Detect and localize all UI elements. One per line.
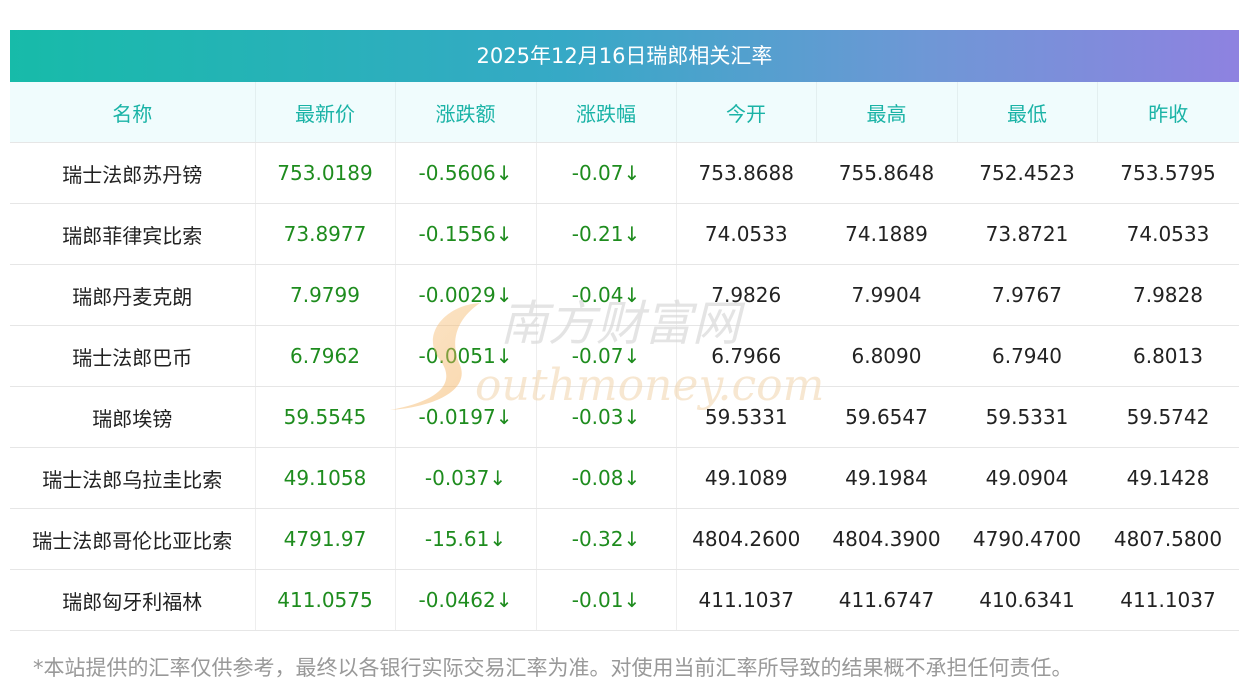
low-price-cell: 6.7940 [957, 325, 1097, 387]
column-header-low: 最低 [957, 82, 1098, 143]
high-price-cell: 7.9904 [816, 264, 957, 326]
high-price-cell: 4804.3900 [816, 508, 957, 570]
change-percent-cell: -0.07↓ [536, 325, 677, 387]
table-row: 瑞郎菲律宾比索 73.8977 -0.1556↓ -0.21↓ 74.0533 74.18… [10, 203, 1239, 265]
prev-close-cell: 411.1037 [1097, 569, 1239, 631]
open-price-cell: 4804.2600 [676, 508, 816, 570]
change-percent-cell: -0.07↓ [536, 142, 677, 204]
low-price-cell: 59.5331 [957, 386, 1097, 448]
prev-close-cell: 74.0533 [1097, 203, 1239, 265]
currency-name-cell: 瑞士法郎哥伦比亚比索 [10, 508, 256, 570]
currency-name-cell: 瑞士法郎巴币 [10, 325, 256, 387]
open-price-cell: 6.7966 [676, 325, 816, 387]
currency-name-cell: 瑞士法郎乌拉圭比索 [10, 447, 256, 509]
change-percent-cell: -0.08↓ [536, 447, 677, 509]
table-row: 瑞郎埃镑 59.5545 -0.0197↓ -0.03↓ 59.5331 59.6547 5… [10, 386, 1239, 448]
change-amount-cell: -0.5606↓ [395, 142, 537, 204]
high-price-cell: 59.6547 [816, 386, 957, 448]
open-price-cell: 74.0533 [676, 203, 816, 265]
high-price-cell: 74.1889 [816, 203, 957, 265]
change-percent-cell: -0.21↓ [536, 203, 677, 265]
open-price-cell: 7.9826 [676, 264, 816, 326]
column-header-name: 名称 [10, 82, 256, 143]
prev-close-cell: 753.5795 [1097, 142, 1239, 204]
column-header-prev-close: 昨收 [1097, 82, 1239, 143]
table-row: 瑞士法郎乌拉圭比索 49.1058 -0.037↓ -0.08↓ 49.1089 49.1… [10, 447, 1239, 509]
latest-price-cell: 49.1058 [255, 447, 396, 509]
table-header-row: 名称 最新价 涨跌额 涨跌幅 今开 最高 最低 昨收 [10, 82, 1239, 143]
disclaimer-note: *本站提供的汇率仅供参考，最终以各银行实际交易汇率为准。对使用当前汇率所导致的结… [33, 656, 1073, 680]
column-header-latest: 最新价 [255, 82, 396, 143]
prev-close-cell: 4807.5800 [1097, 508, 1239, 570]
prev-close-cell: 6.8013 [1097, 325, 1239, 387]
column-header-open: 今开 [676, 82, 817, 143]
column-header-high: 最高 [816, 82, 958, 143]
latest-price-cell: 59.5545 [255, 386, 396, 448]
change-amount-cell: -0.0051↓ [395, 325, 537, 387]
table-title: 2025年12月16日瑞郎相关汇率 [10, 30, 1239, 82]
high-price-cell: 49.1984 [816, 447, 957, 509]
low-price-cell: 7.9767 [957, 264, 1097, 326]
latest-price-cell: 4791.97 [255, 508, 396, 570]
prev-close-cell: 59.5742 [1097, 386, 1239, 448]
high-price-cell: 411.6747 [816, 569, 957, 631]
change-amount-cell: -0.0029↓ [395, 264, 537, 326]
high-price-cell: 755.8648 [816, 142, 957, 204]
currency-name-cell: 瑞郎匈牙利福林 [10, 569, 256, 631]
low-price-cell: 410.6341 [957, 569, 1097, 631]
change-amount-cell: -0.0197↓ [395, 386, 537, 448]
rates-panel: 2025年12月16日瑞郎相关汇率 名称 最新价 涨跌额 涨跌幅 今开 最高 最… [10, 30, 1239, 631]
table-row: 瑞郎匈牙利福林 411.0575 -0.0462↓ -0.01↓ 411.1037 411… [10, 569, 1239, 631]
prev-close-cell: 49.1428 [1097, 447, 1239, 509]
column-header-change-pct: 涨跌幅 [536, 82, 677, 143]
latest-price-cell: 7.9799 [255, 264, 396, 326]
table-row: 瑞士法郎哥伦比亚比索 4791.97 -15.61↓ -0.32↓ 4804.2600 4… [10, 508, 1239, 570]
change-percent-cell: -0.32↓ [536, 508, 677, 570]
low-price-cell: 73.8721 [957, 203, 1097, 265]
open-price-cell: 753.8688 [676, 142, 816, 204]
low-price-cell: 752.4523 [957, 142, 1097, 204]
change-amount-cell: -0.1556↓ [395, 203, 537, 265]
open-price-cell: 49.1089 [676, 447, 816, 509]
change-amount-cell: -0.037↓ [395, 447, 537, 509]
currency-name-cell: 瑞郎埃镑 [10, 386, 256, 448]
currency-name-cell: 瑞郎菲律宾比索 [10, 203, 256, 265]
change-percent-cell: -0.04↓ [536, 264, 677, 326]
table-row: 瑞士法郎苏丹镑 753.0189 -0.5606↓ -0.07↓ 753.8688 755… [10, 142, 1239, 204]
currency-name-cell: 瑞郎丹麦克朗 [10, 264, 256, 326]
table-row: 瑞郎丹麦克朗 7.9799 -0.0029↓ -0.04↓ 7.9826 7.9904 7.… [10, 264, 1239, 326]
low-price-cell: 49.0904 [957, 447, 1097, 509]
high-price-cell: 6.8090 [816, 325, 957, 387]
latest-price-cell: 73.8977 [255, 203, 396, 265]
open-price-cell: 59.5331 [676, 386, 816, 448]
change-percent-cell: -0.01↓ [536, 569, 677, 631]
currency-name-cell: 瑞士法郎苏丹镑 [10, 142, 256, 204]
latest-price-cell: 6.7962 [255, 325, 396, 387]
open-price-cell: 411.1037 [676, 569, 816, 631]
change-amount-cell: -0.0462↓ [395, 569, 537, 631]
change-percent-cell: -0.03↓ [536, 386, 677, 448]
table-row: 瑞士法郎巴币 6.7962 -0.0051↓ -0.07↓ 6.7966 6.8090 6.… [10, 325, 1239, 387]
latest-price-cell: 753.0189 [255, 142, 396, 204]
low-price-cell: 4790.4700 [957, 508, 1097, 570]
latest-price-cell: 411.0575 [255, 569, 396, 631]
change-amount-cell: -15.61↓ [395, 508, 537, 570]
prev-close-cell: 7.9828 [1097, 264, 1239, 326]
exchange-rate-table: 名称 最新价 涨跌额 涨跌幅 今开 最高 最低 昨收 瑞士法郎苏丹镑 753.01… [10, 82, 1239, 631]
column-header-change: 涨跌额 [395, 82, 537, 143]
